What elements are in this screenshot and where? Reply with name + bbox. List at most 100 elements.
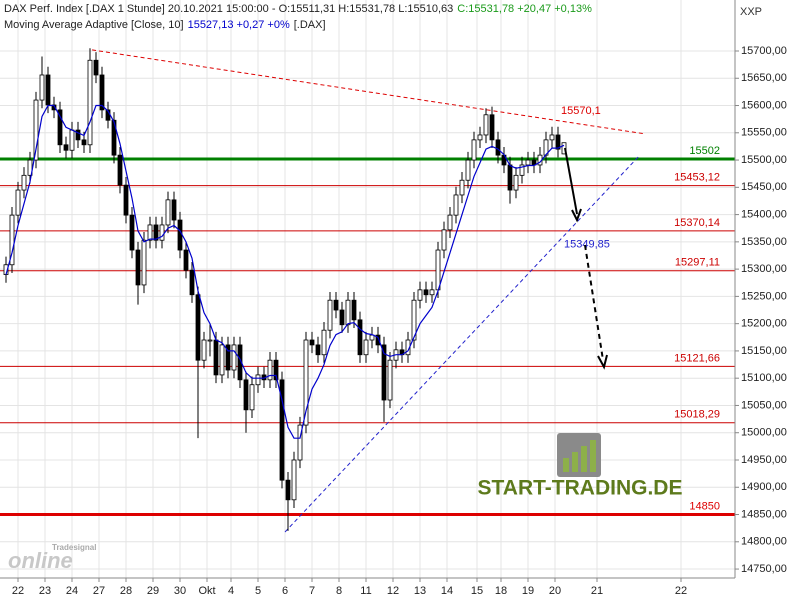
candle-body [153, 224, 159, 241]
candle-body [429, 289, 435, 296]
candle-body [471, 139, 477, 161]
candle-body [339, 309, 345, 326]
candle-body [477, 134, 483, 141]
candle-body [291, 459, 297, 501]
trendline [284, 154, 641, 533]
x-tick-label: Okt [198, 585, 215, 597]
trendline-label: 15349,85 [564, 238, 610, 250]
watermark: START-TRADING.DE [478, 433, 683, 500]
candle-body [9, 214, 15, 266]
candle-body [435, 249, 441, 291]
x-tick-label: 19 [522, 585, 534, 597]
level-label: 15018,29 [674, 409, 720, 421]
x-tick-label: 29 [147, 585, 159, 597]
x-tick-label: 15 [471, 585, 483, 597]
y-tick-label: 15350,00 [741, 236, 787, 248]
candle-body [525, 159, 531, 166]
y-tick-label: 14950,00 [741, 454, 787, 466]
y-tick-label: 15700,00 [741, 45, 787, 57]
header: DAX Perf. Index [.DAX 1 Stunde] 20.10.20… [4, 3, 762, 31]
x-tick-label: 28 [120, 585, 132, 597]
candle-body [483, 114, 489, 136]
y-tick-label: 15100,00 [741, 372, 787, 384]
candle-body [159, 224, 165, 241]
candle-body [123, 184, 129, 216]
candle-body [111, 119, 117, 156]
arrow [564, 147, 578, 215]
level-label: 15370,14 [674, 217, 720, 229]
candle-body [333, 299, 339, 311]
logo-bar [581, 446, 587, 472]
y-tick-label: 15300,00 [741, 263, 787, 275]
candle-body [21, 174, 27, 191]
y-tick-label: 15150,00 [741, 345, 787, 357]
candle-body [423, 289, 429, 296]
moving-average [5, 104, 565, 439]
candle-body [195, 294, 201, 361]
candle-body [453, 194, 459, 216]
indicator: Moving Average Adaptive [Close, 10] [4, 19, 184, 31]
header-line-2: Moving Average Adaptive [Close, 10] 15527… [4, 19, 326, 31]
arrow-head [597, 354, 608, 370]
candle-body [357, 319, 363, 356]
candle-body [99, 74, 105, 111]
y-tick-label: 15600,00 [741, 99, 787, 111]
x-axis-area [0, 578, 800, 600]
candle-body [63, 144, 69, 151]
candle-body [279, 379, 285, 481]
axes: 15700,00 15650,00 15600,00 15550,00 15500,00… [12, 45, 787, 597]
title: DAX Perf. Index [.DAX 1 Stunde] 20.10.20… [4, 3, 453, 15]
x-tick-label: 18 [495, 585, 507, 597]
candle-body [225, 344, 231, 371]
x-tick-label: 7 [309, 585, 315, 597]
candle-body [375, 334, 381, 346]
x-tick-label: 24 [66, 585, 78, 597]
candle-body [219, 344, 225, 376]
y-tick-label: 14750,00 [741, 563, 787, 575]
candle-body [207, 339, 213, 342]
level-label: 15453,12 [674, 172, 720, 184]
candle-body [321, 329, 327, 356]
logo-top: Tradesignal [52, 543, 96, 552]
candle-body [417, 289, 423, 301]
candle-body [15, 189, 21, 216]
candle-body [555, 134, 561, 150]
candle-body [381, 344, 387, 401]
candle-body [231, 344, 237, 371]
candle-body [441, 229, 447, 251]
candle-body [243, 379, 249, 411]
y-tick-label: 14900,00 [741, 481, 787, 493]
candle-body [315, 344, 321, 356]
ma-line [5, 104, 565, 439]
candle-body [129, 214, 135, 251]
y-tick-label: 15450,00 [741, 181, 787, 193]
candle-body [273, 359, 279, 381]
candle-body [447, 214, 453, 231]
tradesignal-logo: Tradesignal online [8, 543, 96, 573]
candles [3, 48, 567, 531]
arrow-head [571, 208, 582, 223]
candle-body [87, 59, 93, 146]
x-tick-label: 8 [336, 585, 342, 597]
y-tick-label: 15650,00 [741, 72, 787, 84]
candle-body [183, 249, 189, 271]
candle-body [33, 99, 39, 161]
candle-body [507, 164, 513, 191]
y-tick-label: 15250,00 [741, 290, 787, 302]
y-axis-area [735, 0, 800, 600]
candle-body [255, 374, 261, 386]
x-tick-label: 6 [282, 585, 288, 597]
candle-body [345, 299, 351, 326]
watermark-text: START-TRADING.DE [478, 477, 683, 500]
candle-body [285, 479, 291, 501]
x-tick-label: 22 [675, 585, 687, 597]
candle-body [297, 424, 303, 461]
y-tick-label: 15500,00 [741, 154, 787, 166]
candle-body [147, 224, 153, 241]
logo-main: online [8, 548, 73, 573]
candle-body [351, 299, 357, 321]
level-label: 15297,11 [675, 257, 720, 269]
candle-body [135, 249, 141, 286]
candle-body [171, 199, 177, 221]
candle-body [177, 219, 183, 251]
